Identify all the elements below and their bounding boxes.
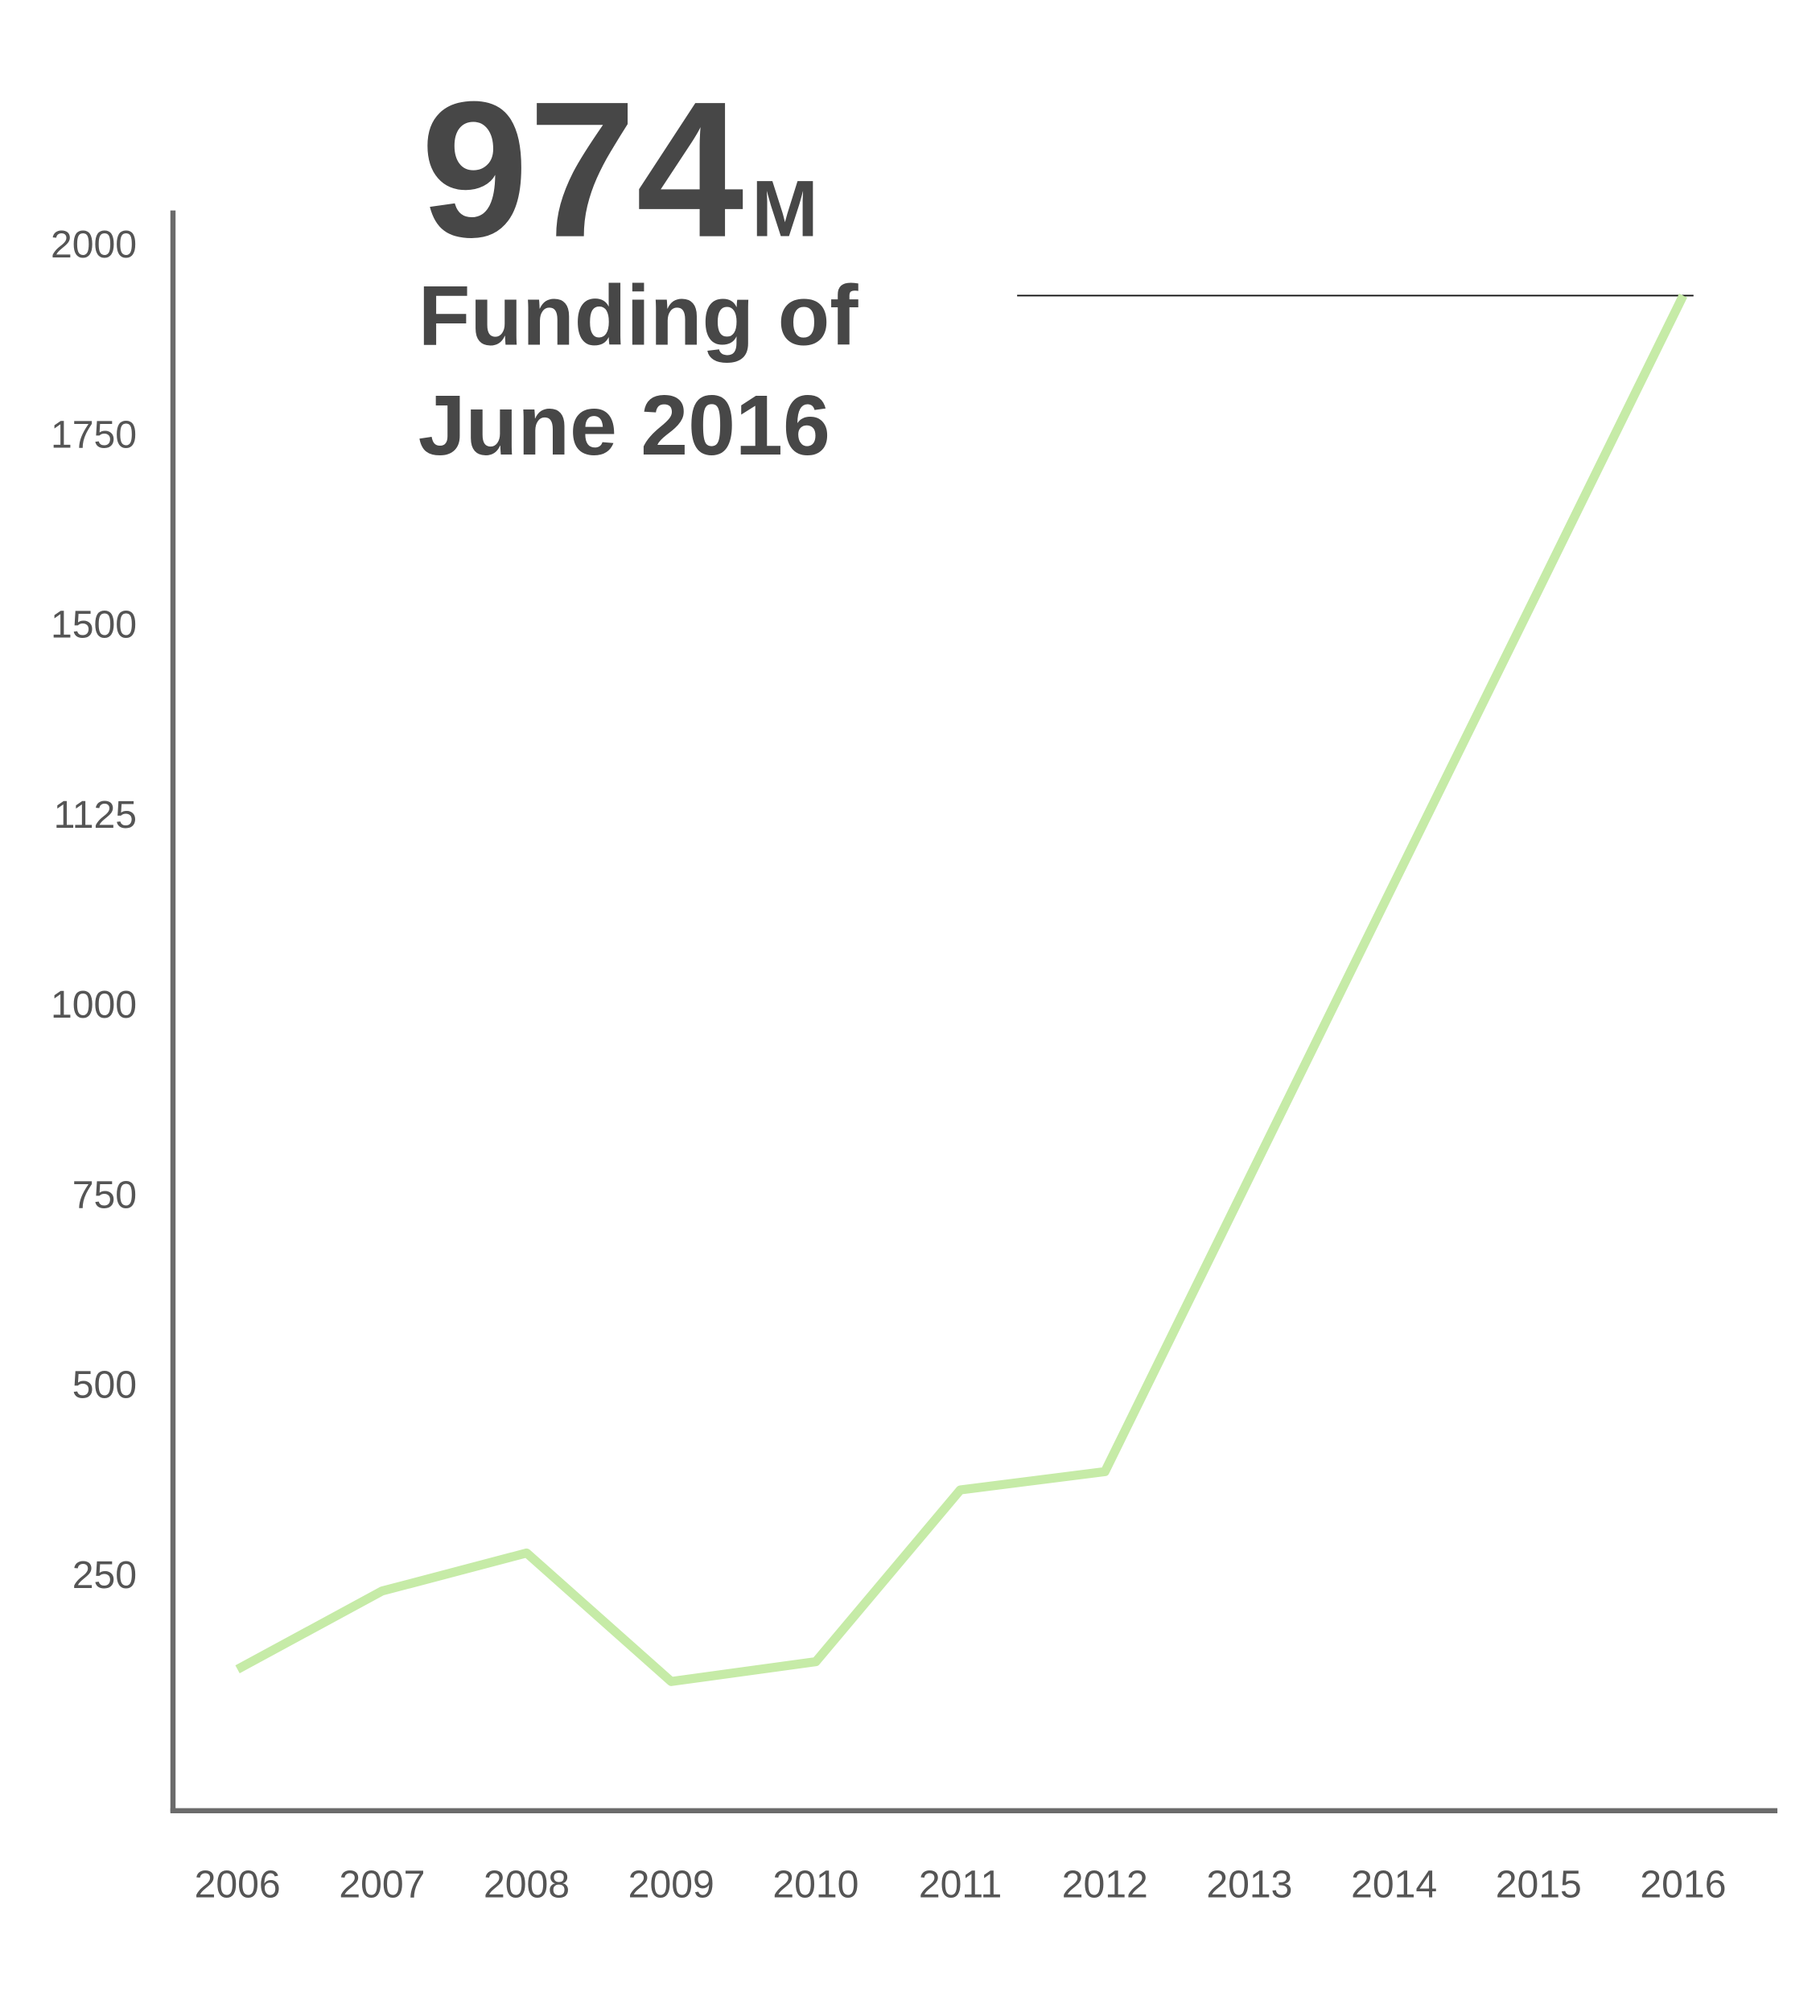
x-tick-label: 2006 xyxy=(195,1862,281,1906)
x-tick-label: 2009 xyxy=(628,1862,714,1906)
y-tick-label: 250 xyxy=(72,1553,137,1597)
x-tick-label: 2016 xyxy=(1640,1862,1726,1906)
y-tick-label: 2000 xyxy=(51,223,137,266)
x-tick-label: 2015 xyxy=(1496,1862,1582,1906)
x-tick-label: 2008 xyxy=(484,1862,570,1906)
y-tick-label: 1500 xyxy=(51,603,137,647)
x-tick-label: 2010 xyxy=(772,1862,859,1906)
x-tick-label: 2011 xyxy=(919,1862,1002,1906)
y-tick-label: 1125 xyxy=(54,793,137,837)
headline-value: 974 xyxy=(421,61,743,278)
headline-unit: M xyxy=(751,165,818,254)
x-tick-label: 2012 xyxy=(1062,1862,1148,1906)
headline-line: June 2016 xyxy=(418,378,830,473)
y-tick-label: 1000 xyxy=(51,983,137,1027)
y-tick-label: 1750 xyxy=(51,413,137,456)
x-tick-label: 2007 xyxy=(339,1862,425,1906)
data-line xyxy=(235,293,1687,1686)
x-tick-label: 2014 xyxy=(1351,1862,1437,1906)
x-tick-label: 2013 xyxy=(1206,1862,1292,1906)
headline-line: Funding of xyxy=(418,268,859,363)
y-tick-label: 750 xyxy=(72,1173,137,1216)
y-tick-label: 500 xyxy=(72,1364,137,1407)
